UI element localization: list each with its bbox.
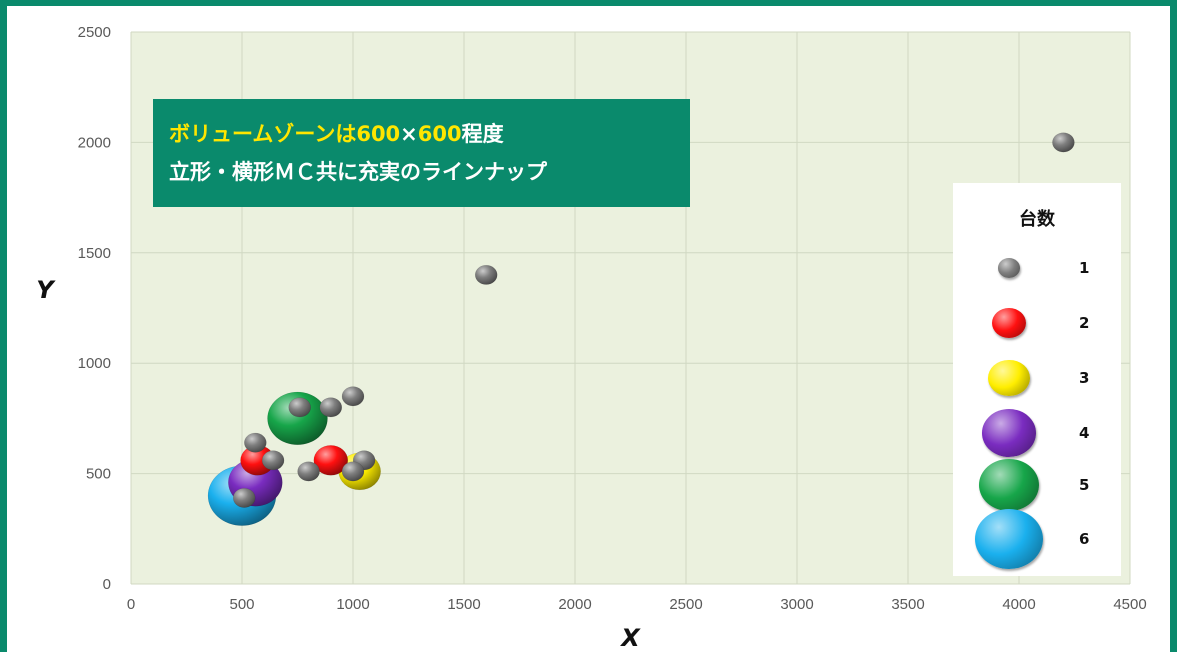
legend: 台数 1 2 3 4 5 6 bbox=[953, 183, 1121, 576]
legend-title: 台数 bbox=[1019, 209, 1055, 230]
x-axis-title: X bbox=[619, 624, 641, 652]
y-tick-label: 2500 bbox=[78, 24, 111, 41]
legend-label: 5 bbox=[1079, 476, 1090, 494]
y-axis-title: Y bbox=[36, 276, 56, 304]
y-tick-label: 1500 bbox=[78, 245, 111, 262]
x-tick-labels: 0 500 1000 1500 2000 2500 3000 3500 4000 4500 bbox=[127, 596, 1147, 613]
bubble-point-6 bbox=[1052, 132, 1075, 153]
bubble-point-15 bbox=[341, 461, 365, 482]
bubble-point-11 bbox=[244, 432, 267, 453]
x-tick-label: 4500 bbox=[1113, 596, 1146, 613]
callout-line-2: 立形・横形ＭＣ共に充実のラインナップ bbox=[169, 160, 547, 184]
callout-text-d: 600 bbox=[417, 122, 462, 146]
y-tick-label: 1000 bbox=[78, 355, 111, 372]
legend-item: 3 bbox=[953, 353, 1121, 403]
legend-bubble-icon bbox=[979, 458, 1039, 512]
x-tick-label: 0 bbox=[127, 596, 135, 613]
bubble-point-12 bbox=[261, 450, 285, 471]
legend-bubble-icon bbox=[975, 509, 1043, 569]
legend-item: 5 bbox=[953, 458, 1121, 512]
bubble-point-1 bbox=[267, 391, 328, 446]
bubble-point-8 bbox=[341, 386, 365, 407]
bubble-point-10 bbox=[288, 397, 311, 418]
legend-bubble-icon bbox=[992, 308, 1026, 338]
legend-label: 3 bbox=[1079, 369, 1090, 387]
bubble-point-7 bbox=[474, 264, 498, 285]
legend-label: 1 bbox=[1079, 259, 1090, 277]
callout-text-a: ボリュームゾーンは bbox=[169, 122, 357, 146]
y-tick-label: 2000 bbox=[78, 134, 111, 151]
x-tick-label: 2000 bbox=[558, 596, 591, 613]
legend-item: 1 bbox=[953, 243, 1121, 293]
x-tick-label: 4000 bbox=[1002, 596, 1035, 613]
callout-text-e: 程度 bbox=[461, 122, 504, 146]
x-tick-label: 2500 bbox=[669, 596, 702, 613]
volume-zone-callout: ボリュームゾーンは600×600程度 立形・横形ＭＣ共に充実のラインナップ bbox=[153, 99, 690, 207]
callout-text-c: × bbox=[400, 122, 418, 146]
legend-bubble-icon bbox=[998, 258, 1020, 278]
y-tick-labels: 0 500 1000 1500 2000 2500 bbox=[78, 24, 111, 593]
x-tick-label: 3500 bbox=[891, 596, 924, 613]
callout-text-b: 600 bbox=[356, 122, 401, 146]
bubble-point-16 bbox=[232, 487, 256, 508]
bubble-series bbox=[207, 132, 1075, 526]
x-tick-label: 1000 bbox=[336, 596, 369, 613]
legend-label: 6 bbox=[1079, 530, 1090, 548]
legend-label: 2 bbox=[1079, 314, 1090, 332]
legend-bubble-icon bbox=[982, 409, 1036, 457]
x-tick-label: 500 bbox=[229, 596, 254, 613]
y-tick-label: 0 bbox=[103, 576, 111, 593]
legend-label: 4 bbox=[1079, 424, 1090, 442]
legend-item: 4 bbox=[953, 408, 1121, 458]
y-tick-label: 500 bbox=[86, 466, 111, 483]
bubble-point-9 bbox=[319, 397, 343, 418]
x-tick-label: 1500 bbox=[447, 596, 480, 613]
legend-bubble-icon bbox=[988, 359, 1030, 397]
chart-frame: 0 500 1000 1500 2000 2500 3000 3500 4000 4500 0 50… bbox=[7, 6, 1170, 652]
callout-line-1: ボリュームゾーンは600×600程度 bbox=[169, 115, 690, 153]
bubble-point-14 bbox=[297, 461, 320, 482]
legend-item: 2 bbox=[953, 298, 1121, 348]
bubble-point-5 bbox=[313, 445, 349, 476]
x-tick-label: 3000 bbox=[780, 596, 813, 613]
legend-item: 6 bbox=[953, 509, 1121, 569]
